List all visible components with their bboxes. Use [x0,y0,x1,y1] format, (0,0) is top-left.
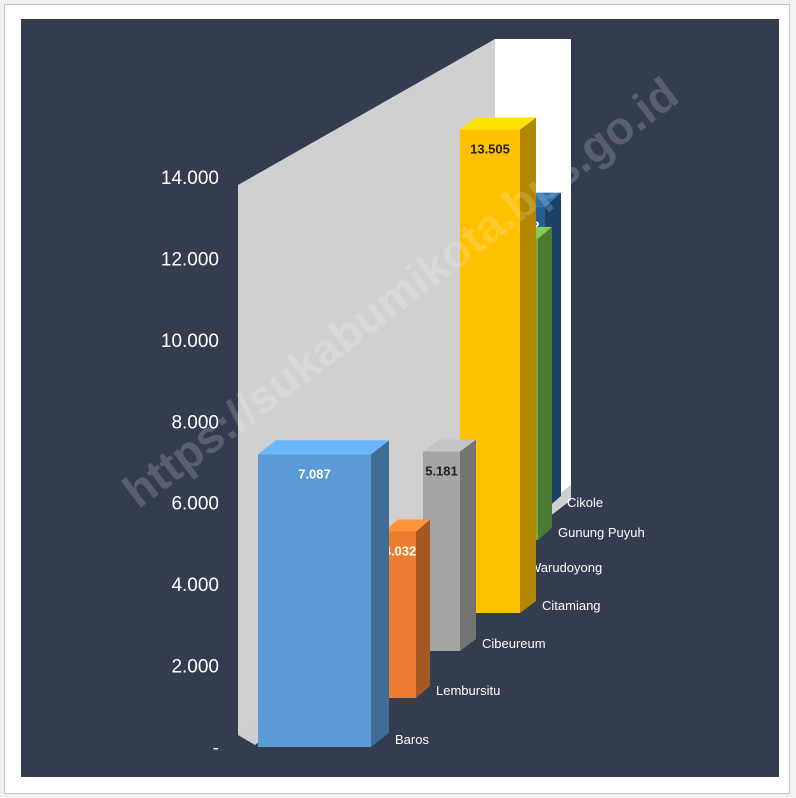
bar-top [460,117,536,130]
bar-side [538,226,552,541]
data-label: 7.087 [298,466,331,481]
y-tick-label: 2.000 [171,657,219,678]
category-label: Baros [395,732,429,747]
bar-side [371,440,389,747]
data-label: 5.181 [425,464,458,479]
data-label: 4.032 [384,543,417,558]
y-tick-label: 10.000 [161,331,219,352]
bar-front [258,454,371,747]
y-tick-label: 6.000 [171,494,219,515]
y-axis: - 2.000 4.000 6.000 8.000 10.000 12.000 14.000 [161,168,219,759]
bar-lembursitu: 4.032 Lembursitu [384,519,500,698]
bar-top [423,439,476,452]
category-label: Lembursitu [436,683,500,698]
data-label: 13.505 [470,142,510,157]
bar-side [416,519,430,698]
bar-front [384,531,416,698]
bar-side [520,117,536,614]
y-tick-label: 4.000 [171,575,219,596]
chart-frame: -2.000 4.000 6.000 8.000 10.000 12.000 14.000 … [4,4,790,794]
y-tick-label: 8.000 [171,412,219,433]
category-label: Cibeureum [482,636,546,651]
bar-side [460,439,476,651]
bar-baros: 7.087 Baros [258,440,429,747]
category-label: Citamiang [542,598,601,613]
bar-top [258,440,389,455]
bar-top [384,519,430,532]
y-tick-label: 12.000 [161,249,219,270]
y-tick-label: - [213,738,219,759]
category-label: Warudoyong [529,560,602,575]
bars: 10.112Cikole9.559Gunung Puyuh7.968Warudo… [258,117,645,747]
category-label: Gunung Puyuh [558,525,645,540]
chart-svg: -2.0004.0006.0008.00010.00012.00014.000 … [21,19,779,777]
y-tick-label: 14.000 [161,168,219,189]
category-label: Cikole [567,495,603,510]
